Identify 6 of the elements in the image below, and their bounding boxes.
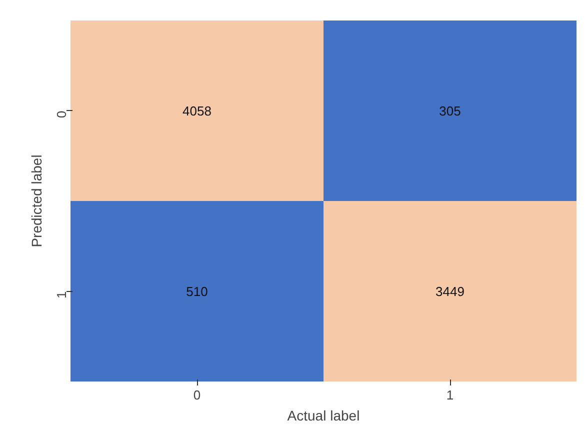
data-label: 3449	[436, 284, 464, 299]
x-axis-title: Actual label	[287, 408, 360, 424]
data-label: 510	[186, 284, 208, 299]
y-axis-title: Predicted label	[28, 154, 44, 248]
data-label: 4058	[182, 103, 212, 118]
data-label: 305	[439, 103, 461, 118]
